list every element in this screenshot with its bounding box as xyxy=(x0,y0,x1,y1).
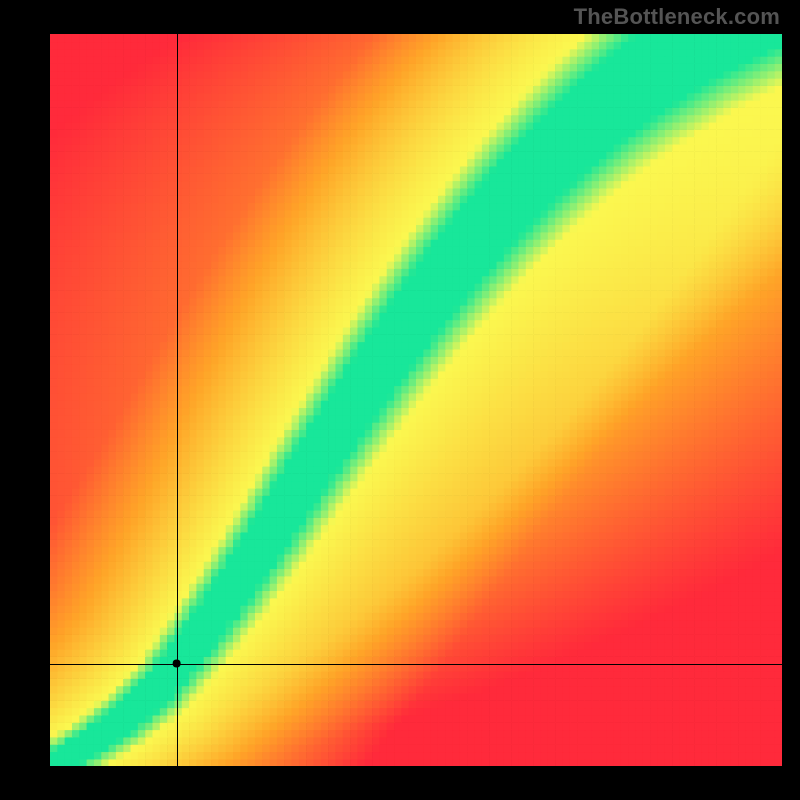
root-container: { "watermark": { "text": "TheBottleneck.… xyxy=(0,0,800,800)
bottleneck-heatmap xyxy=(50,34,782,766)
watermark-text: TheBottleneck.com xyxy=(574,4,780,30)
